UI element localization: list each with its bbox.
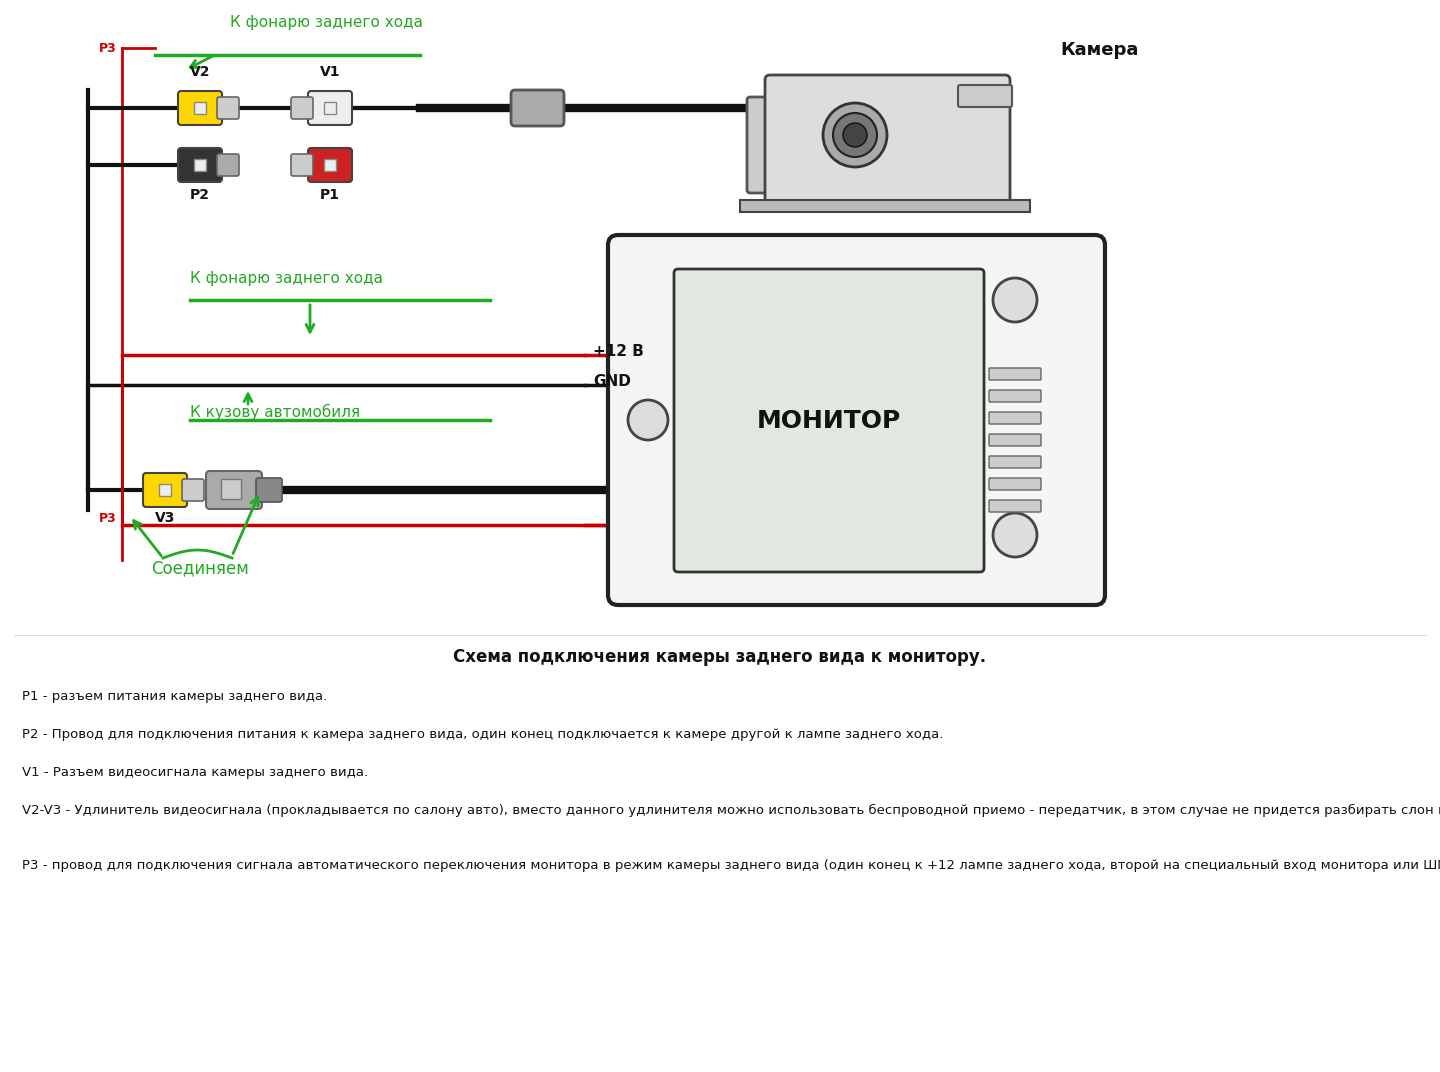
FancyBboxPatch shape	[158, 483, 171, 496]
FancyBboxPatch shape	[179, 91, 222, 125]
Circle shape	[994, 278, 1037, 322]
FancyBboxPatch shape	[958, 85, 1012, 107]
FancyBboxPatch shape	[765, 75, 1009, 205]
FancyBboxPatch shape	[674, 269, 984, 572]
FancyBboxPatch shape	[206, 471, 262, 509]
Text: P1: P1	[320, 188, 340, 202]
FancyBboxPatch shape	[291, 154, 312, 176]
Text: Схема подключения камеры заднего вида к монитору.: Схема подключения камеры заднего вида к …	[454, 647, 986, 666]
FancyBboxPatch shape	[989, 412, 1041, 425]
Text: К кузову автомобиля: К кузову автомобиля	[190, 404, 360, 420]
Text: P2: P2	[190, 188, 210, 202]
FancyBboxPatch shape	[291, 96, 312, 119]
Circle shape	[628, 400, 668, 440]
FancyBboxPatch shape	[989, 390, 1041, 402]
FancyBboxPatch shape	[511, 90, 564, 126]
Text: Камера: Камера	[1060, 41, 1139, 59]
Text: P1 - разъем питания камеры заднего вида.: P1 - разъем питания камеры заднего вида.	[22, 690, 327, 703]
Text: P3 - провод для подключения сигнала автоматического переключения монитора в режи: P3 - провод для подключения сигнала авто…	[22, 859, 1440, 872]
FancyBboxPatch shape	[324, 159, 336, 172]
Circle shape	[824, 103, 887, 167]
Text: V1 - Разъем видеосигнала камеры заднего вида.: V1 - Разъем видеосигнала камеры заднего …	[22, 766, 369, 779]
FancyBboxPatch shape	[608, 235, 1104, 605]
Circle shape	[842, 123, 867, 147]
FancyBboxPatch shape	[747, 96, 775, 193]
Circle shape	[994, 513, 1037, 557]
FancyBboxPatch shape	[324, 102, 336, 114]
FancyBboxPatch shape	[989, 500, 1041, 512]
FancyBboxPatch shape	[194, 102, 206, 114]
Text: P3: P3	[99, 511, 117, 524]
FancyBboxPatch shape	[989, 478, 1041, 490]
Text: К фонарю заднего хода: К фонарю заднего хода	[230, 15, 423, 30]
Text: V3: V3	[156, 511, 176, 525]
Text: P3: P3	[99, 42, 117, 55]
FancyBboxPatch shape	[989, 456, 1041, 468]
Circle shape	[832, 113, 877, 157]
FancyBboxPatch shape	[308, 91, 351, 125]
FancyBboxPatch shape	[181, 479, 204, 501]
Text: +12 В: +12 В	[593, 344, 644, 359]
FancyBboxPatch shape	[179, 148, 222, 182]
FancyBboxPatch shape	[989, 368, 1041, 379]
FancyBboxPatch shape	[143, 473, 187, 507]
Text: P2 - Провод для подключения питания к камера заднего вида, один конец подключает: P2 - Провод для подключения питания к ка…	[22, 728, 943, 741]
FancyBboxPatch shape	[256, 478, 282, 502]
Text: V2: V2	[190, 65, 210, 79]
FancyBboxPatch shape	[308, 148, 351, 182]
Text: Соединяем: Соединяем	[151, 559, 249, 577]
FancyBboxPatch shape	[194, 159, 206, 172]
FancyBboxPatch shape	[740, 200, 1030, 212]
FancyBboxPatch shape	[220, 479, 240, 498]
Text: V1: V1	[320, 65, 340, 79]
FancyBboxPatch shape	[217, 96, 239, 119]
Text: МОНИТОР: МОНИТОР	[757, 408, 901, 432]
Text: К фонарю заднего хода: К фонарю заднего хода	[190, 270, 383, 285]
FancyBboxPatch shape	[989, 434, 1041, 446]
FancyBboxPatch shape	[217, 154, 239, 176]
Text: GND: GND	[593, 374, 631, 389]
Text: V2-V3 - Удлинитель видеосигнала (прокладывается по салону авто), вместо данного : V2-V3 - Удлинитель видеосигнала (проклад…	[22, 804, 1440, 817]
